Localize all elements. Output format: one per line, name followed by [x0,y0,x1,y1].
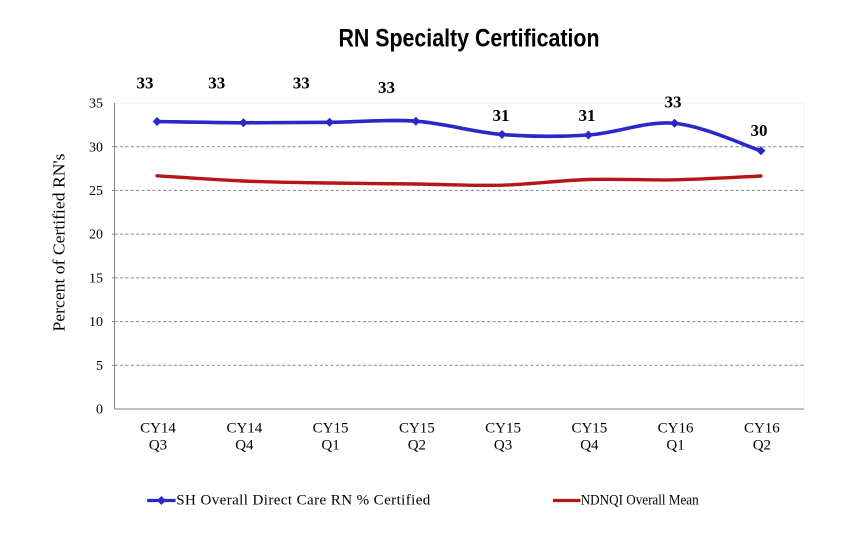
svg-text:33: 33 [665,92,682,111]
svg-text:Q2: Q2 [753,438,771,454]
svg-text:20: 20 [89,228,103,243]
svg-text:Q1: Q1 [321,438,339,454]
svg-text:30: 30 [89,140,103,155]
svg-text:CY16: CY16 [658,421,694,437]
svg-text:CY15: CY15 [399,421,435,437]
svg-text:Percent of Certified RN's: Percent of Certified RN's [50,154,69,332]
svg-text:CY14: CY14 [226,421,262,437]
svg-text:RN Specialty Certification: RN Specialty Certification [339,25,600,53]
svg-text:Q1: Q1 [666,438,684,454]
svg-text:CY16: CY16 [744,421,780,437]
svg-text:CY14: CY14 [140,421,176,437]
svg-text:Q4: Q4 [235,438,254,454]
svg-text:Q4: Q4 [580,438,599,454]
svg-text:33: 33 [293,73,310,92]
svg-text:25: 25 [89,184,103,199]
svg-text:CY15: CY15 [571,421,607,437]
svg-text:Q3: Q3 [149,438,167,454]
svg-text:10: 10 [89,315,103,330]
svg-text:5: 5 [96,359,103,374]
svg-text:33: 33 [378,78,395,97]
svg-text:30: 30 [751,121,768,140]
svg-text:Q3: Q3 [494,438,512,454]
svg-text:SH Overall Direct Care RN % Ce: SH Overall Direct Care RN % Certified [176,493,430,509]
svg-text:NDNQI Overall Mean: NDNQI Overall Mean [581,493,699,509]
svg-text:15: 15 [89,272,103,287]
svg-text:Q2: Q2 [408,438,426,454]
svg-text:33: 33 [208,74,225,93]
svg-text:35: 35 [89,97,103,112]
svg-text:33: 33 [137,74,154,93]
svg-text:31: 31 [579,106,596,125]
svg-text:0: 0 [96,403,103,418]
svg-text:CY15: CY15 [485,421,521,437]
svg-text:31: 31 [493,106,510,125]
svg-text:CY15: CY15 [313,421,349,437]
